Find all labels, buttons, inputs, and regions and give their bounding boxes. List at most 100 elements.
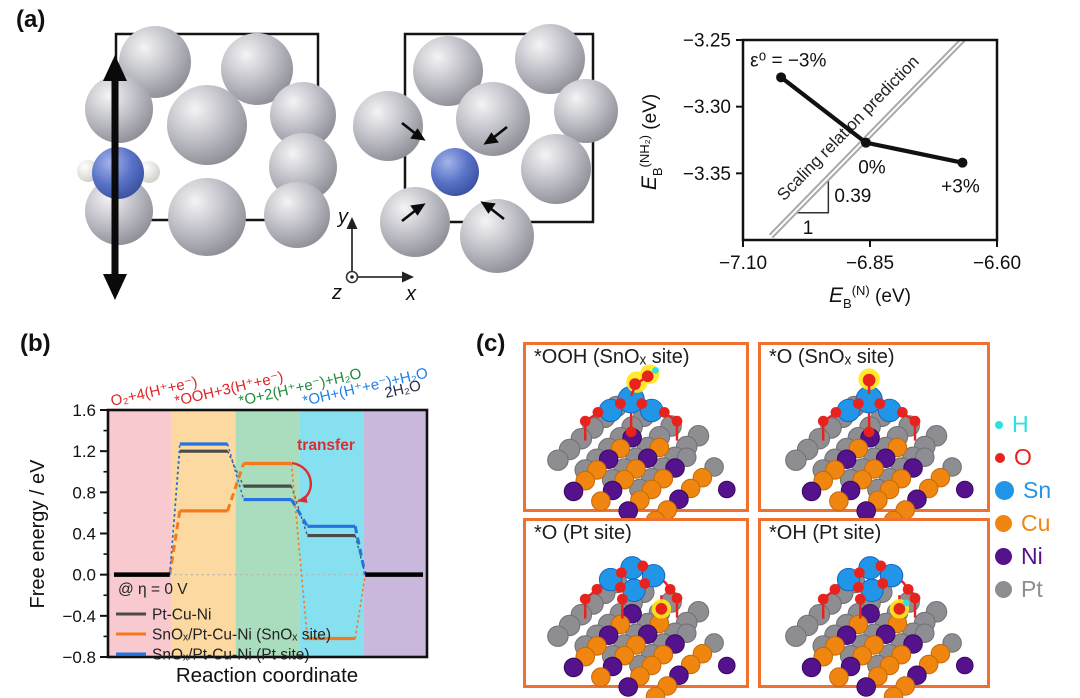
o-atom <box>854 593 866 605</box>
o-atom <box>829 583 841 595</box>
axis-x-label: x <box>405 283 417 305</box>
structure-box-ooh-snox: *OOH (SnOₓ site) <box>523 342 749 531</box>
snox-cluster-pt-site <box>817 556 921 619</box>
cu-atom <box>883 686 904 698</box>
legend-item-h: H <box>995 408 1051 441</box>
legend-label: Pt <box>1021 576 1043 602</box>
connector-line <box>354 535 366 575</box>
o-atom <box>658 406 670 418</box>
box-label: *O (SnOₓ site) <box>769 346 895 368</box>
o-atom <box>616 593 628 605</box>
legend-label: Ni <box>1021 543 1043 569</box>
pt-atom <box>785 625 807 647</box>
pt-atom <box>547 449 569 471</box>
ni-atom <box>801 657 822 678</box>
snox-cluster <box>817 386 921 441</box>
ni-atom <box>801 481 822 502</box>
structure-box-o-snox: *O (SnOₓ site) <box>758 342 990 531</box>
panel-b-label: (b) <box>20 330 51 357</box>
metal-atoms <box>353 24 618 273</box>
connector-line <box>290 498 309 528</box>
o-atom <box>655 603 668 615</box>
structure-nh2-strain-view <box>77 26 337 300</box>
legend-item-cu: Cu <box>995 507 1051 540</box>
o-atom <box>579 593 591 605</box>
x-tick-label: −7.10 <box>719 253 767 274</box>
o-atom <box>817 415 829 427</box>
stage-band <box>235 410 300 657</box>
stage-band <box>299 410 364 657</box>
o-atom <box>637 560 649 572</box>
o-atom <box>853 567 865 579</box>
pt-dot <box>995 581 1012 598</box>
o-atom <box>671 592 683 604</box>
o-atom <box>909 592 921 604</box>
legend-label: O <box>1014 444 1032 470</box>
x-tick-label: −6.85 <box>846 253 894 274</box>
o-atom <box>671 415 683 427</box>
y-tick-label: −3.30 <box>683 97 731 118</box>
o-atom <box>592 406 604 418</box>
y-axis-label: Free energy / eV <box>27 459 49 609</box>
o-atom <box>875 560 887 572</box>
cu-atom <box>591 667 611 687</box>
atomic-structure <box>785 368 974 531</box>
legend-entry: SnOₓ/Pt-Cu-Ni (SnOₓ site) <box>152 627 331 644</box>
legend-item-ni: Ni <box>995 540 1051 573</box>
panel-c-label: (c) <box>476 330 506 357</box>
scaling-relation-line <box>768 40 967 239</box>
connector-line <box>353 525 367 575</box>
o-atom <box>909 415 921 427</box>
cu-atom <box>829 667 849 687</box>
y-tick-label: 0.8 <box>72 483 96 502</box>
ni-atom <box>955 656 974 675</box>
y-tick-label: 0.4 <box>72 525 96 544</box>
connector-line <box>226 463 246 512</box>
structure-n-relaxation-view: y x z <box>331 24 618 305</box>
connector-line <box>226 443 245 500</box>
o-atom <box>896 406 908 418</box>
snox-cluster <box>579 386 683 441</box>
cu-atom <box>829 491 849 511</box>
ni-atom <box>717 656 736 675</box>
cu-atom <box>591 491 611 511</box>
adsorbate <box>889 599 910 619</box>
ni-atom <box>717 480 736 499</box>
connector-line <box>227 450 245 487</box>
h-atom <box>652 366 659 374</box>
box-label: *O (Pt site) <box>534 522 632 544</box>
ni-dot <box>995 548 1012 565</box>
legend-entry: Pt-Cu-Ni <box>152 607 211 624</box>
legend-item-pt: Pt <box>995 573 1051 606</box>
pt-atom <box>785 449 807 471</box>
o-atom <box>591 583 603 595</box>
y-axis-label: EB(NH₂) (eV) <box>637 94 665 190</box>
y-tick-label: 1.6 <box>72 401 96 420</box>
legend-entry: SnOₓ/Pt-Cu-Ni (Pt site) <box>152 647 310 664</box>
o-atom <box>817 593 829 605</box>
free-energy-diagram: transfer1.61.20.80.40.0−0.4−0.8O₂+4(H⁺+e… <box>27 365 430 687</box>
legend-condition: @ η = 0 V <box>118 581 188 598</box>
snox-cluster-pt-site <box>579 556 683 619</box>
o-atom <box>641 370 654 383</box>
adsorbate <box>626 364 660 397</box>
transfer-arrow <box>291 461 313 503</box>
o-atom <box>625 426 637 438</box>
connector-line <box>354 574 366 639</box>
x-axis-label: Reaction coordinate <box>176 664 358 687</box>
atomic-structure <box>547 556 736 698</box>
o-atom <box>853 582 864 593</box>
o-atom <box>830 406 842 418</box>
ni-atom <box>563 657 584 678</box>
n-atom <box>431 148 479 196</box>
ni-atom <box>618 677 638 697</box>
x-tick-label: −6.60 <box>973 253 1021 274</box>
axes-triad: y x z <box>331 206 417 305</box>
data-point <box>776 72 787 83</box>
ni-atom <box>563 481 584 502</box>
o-atom <box>877 578 889 589</box>
relaxation-arrows <box>401 121 508 223</box>
y-tick-label: −0.4 <box>62 607 96 626</box>
o-atom <box>862 373 876 387</box>
